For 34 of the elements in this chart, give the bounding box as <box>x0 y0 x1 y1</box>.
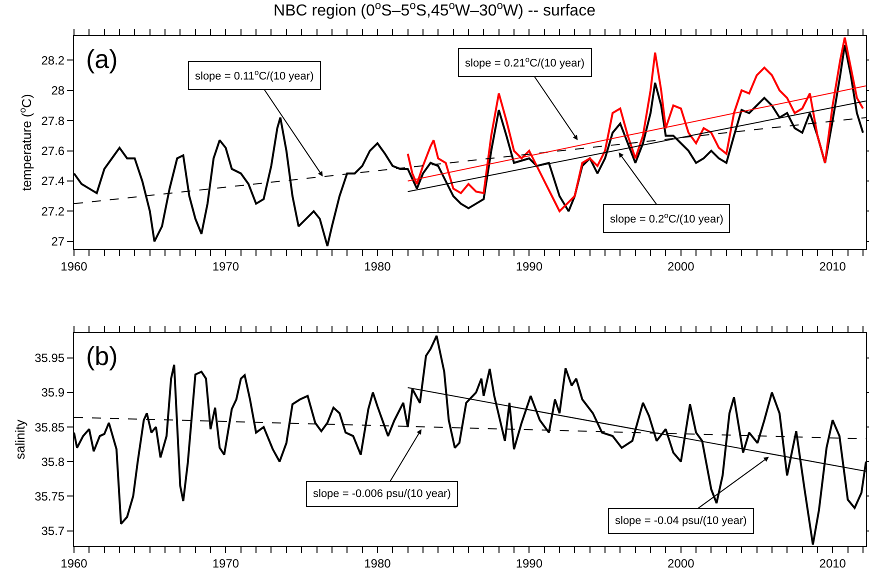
y-tick-label: 35.95 <box>34 351 65 366</box>
y-tick-label: 27.8 <box>41 114 65 128</box>
y-tick-label: 35.75 <box>34 489 65 504</box>
y-axis-title: salinity <box>12 419 28 460</box>
annotation: slope = -0.04 psu/(10 year) <box>615 515 747 527</box>
y-tick-label: 27 <box>51 234 65 249</box>
y-tick-label: 35.85 <box>34 420 65 434</box>
y-tick-label: 27.4 <box>41 174 65 188</box>
x-tick-label: 1960 <box>60 556 88 570</box>
x-tick-label: 2010 <box>819 259 846 274</box>
annotation: (b) <box>86 341 118 371</box>
x-tick-label: 1960 <box>60 259 88 274</box>
annotation: slope = -0.006 psu/(10 year) <box>313 488 451 500</box>
x-tick-label: 2000 <box>668 259 695 274</box>
x-tick-label: 1980 <box>364 259 392 274</box>
x-tick-label: 2000 <box>668 556 695 570</box>
x-tick-label: 1980 <box>364 556 392 570</box>
y-tick-label: 28.2 <box>41 53 65 68</box>
annotation: slope = 0.21$^{o}$C/(10 year) <box>465 55 585 70</box>
x-tick-label: 1990 <box>516 259 543 274</box>
x-tick-label: 1990 <box>516 556 543 570</box>
annotation: slope = 0.11$^{o}$C/(10 year) <box>195 68 314 83</box>
y-tick-label: 35.7 <box>41 524 65 538</box>
y-tick-label: 27.6 <box>41 144 65 158</box>
x-tick-label: 1970 <box>212 556 240 570</box>
chart-title: NBC region (0$^{o}$S–5$^{o}$S,45$^{o}$W–30$^{o}$W) -- surface <box>274 0 596 20</box>
annotation: (a) <box>86 44 118 74</box>
y-tick-label: 27.2 <box>41 204 65 218</box>
annotation: slope = 0.2$^{o}$C/(10 year) <box>610 211 724 226</box>
x-tick-label: 2010 <box>819 556 846 570</box>
y-tick-label: 28 <box>51 84 65 98</box>
x-tick-label: 1970 <box>212 259 240 274</box>
y-tick-label: 35.8 <box>41 454 65 469</box>
y-tick-label: 35.9 <box>41 386 65 400</box>
